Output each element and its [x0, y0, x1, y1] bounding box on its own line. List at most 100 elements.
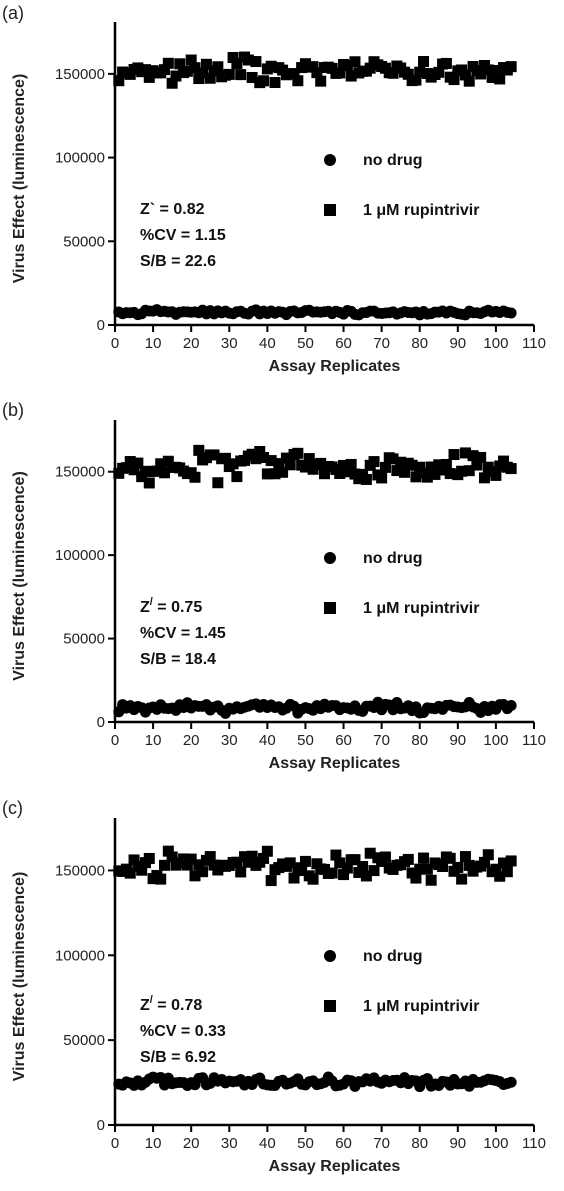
legend-square-marker — [324, 204, 336, 216]
data-point-square — [113, 75, 125, 87]
legend-label-rupintrivir: 1 μM rupintrivir — [363, 998, 479, 1015]
legend-circle-marker — [324, 950, 336, 962]
data-point-square — [181, 859, 193, 871]
x-tick-label: 30 — [221, 732, 238, 749]
data-point-square — [162, 57, 174, 69]
data-point-square — [269, 76, 281, 88]
data-point-square — [227, 52, 239, 64]
x-tick-label: 60 — [335, 732, 352, 749]
x-tick-label: 70 — [373, 335, 390, 352]
data-point-square — [490, 469, 502, 481]
data-point-square — [139, 465, 151, 477]
data-point-square — [265, 60, 277, 72]
data-point-square — [159, 64, 171, 76]
data-point-square — [189, 471, 201, 483]
x-tick-label: 110 — [522, 732, 546, 749]
data-point-square — [402, 853, 414, 865]
data-point-square — [143, 852, 155, 864]
legend-label-no-drug: no drug — [363, 152, 423, 169]
data-point-square — [498, 455, 510, 467]
data-point-square — [330, 849, 342, 861]
data-point-square — [406, 459, 418, 471]
x-tick-label: 20 — [183, 732, 200, 749]
data-point-square — [410, 74, 422, 86]
panel-label: (b) — [2, 400, 24, 420]
data-point-square — [463, 465, 475, 477]
data-point-square — [159, 859, 171, 871]
y-tick-label: 100000 — [55, 947, 105, 964]
data-point-square — [162, 455, 174, 467]
data-point-square — [132, 457, 144, 469]
data-point-square — [124, 456, 136, 468]
data-point-square — [421, 863, 433, 875]
x-axis-title: Assay Replicates — [269, 1158, 401, 1175]
y-tick-label: 0 — [97, 714, 105, 731]
data-point-square — [315, 75, 327, 87]
data-point-square — [208, 449, 220, 461]
data-point-square — [292, 75, 304, 87]
data-point-square — [269, 468, 281, 480]
data-point-square — [227, 458, 239, 470]
data-point-square — [490, 65, 502, 77]
data-point-square — [379, 461, 391, 473]
y-tick-label: 50000 — [63, 1032, 105, 1049]
x-tick-label: 100 — [483, 335, 508, 352]
data-point-square — [379, 851, 391, 863]
data-point-square — [223, 68, 235, 80]
legend-label-no-drug: no drug — [363, 550, 423, 567]
y-tick-label: 150000 — [55, 862, 105, 879]
data-point-square — [143, 477, 155, 489]
data-point-square — [345, 70, 357, 82]
data-point-square — [162, 845, 174, 857]
data-point-square — [471, 459, 483, 471]
data-point-square — [448, 449, 460, 461]
legend-square-marker — [324, 602, 336, 614]
data-point-square — [456, 873, 468, 885]
x-tick-label: 30 — [221, 335, 238, 352]
data-point-square — [482, 849, 494, 861]
data-point-square — [181, 65, 193, 77]
data-point-square — [242, 54, 254, 66]
y-tick-label: 100000 — [55, 547, 105, 564]
data-point-square — [402, 68, 414, 80]
data-point-square — [261, 468, 273, 480]
data-point-square — [341, 60, 353, 72]
data-point-square — [265, 455, 277, 467]
data-point-square — [231, 471, 243, 483]
data-point-square — [456, 465, 468, 477]
data-point-square — [398, 466, 410, 478]
data-point-square — [448, 74, 460, 86]
data-point-square — [444, 468, 456, 480]
data-point-square — [246, 72, 258, 84]
data-point-square — [482, 64, 494, 76]
stat-line: S/B = 22.6 — [140, 253, 216, 270]
x-tick-label: 0 — [111, 732, 119, 749]
data-point-square — [494, 870, 506, 882]
data-point-square — [315, 457, 327, 469]
data-point-square — [418, 56, 430, 68]
data-point-square — [284, 857, 296, 869]
data-point-square — [440, 57, 452, 69]
data-point-square — [239, 851, 251, 863]
data-point-square — [159, 467, 171, 479]
stat-line: Z/ = 0.78 — [140, 994, 202, 1014]
stat-line: %CV = 1.45 — [140, 625, 226, 642]
data-point-square — [292, 447, 304, 459]
legend-circle-marker — [324, 154, 336, 166]
data-point-square — [212, 61, 224, 73]
data-point-square — [197, 866, 209, 878]
data-point-square — [357, 861, 369, 873]
data-point-square — [364, 62, 376, 74]
data-point-square — [353, 866, 365, 878]
data-point-square — [204, 72, 216, 84]
stat-line: Z/ = 0.75 — [140, 596, 202, 616]
y-tick-label: 0 — [97, 317, 105, 334]
data-point-square — [299, 461, 311, 473]
x-tick-label: 90 — [449, 1135, 466, 1152]
data-point-square — [467, 450, 479, 462]
x-tick-label: 80 — [411, 335, 428, 352]
data-point-square — [505, 463, 517, 475]
data-point-square — [258, 75, 270, 87]
data-point-circle — [505, 1076, 517, 1088]
data-point-square — [463, 859, 475, 871]
